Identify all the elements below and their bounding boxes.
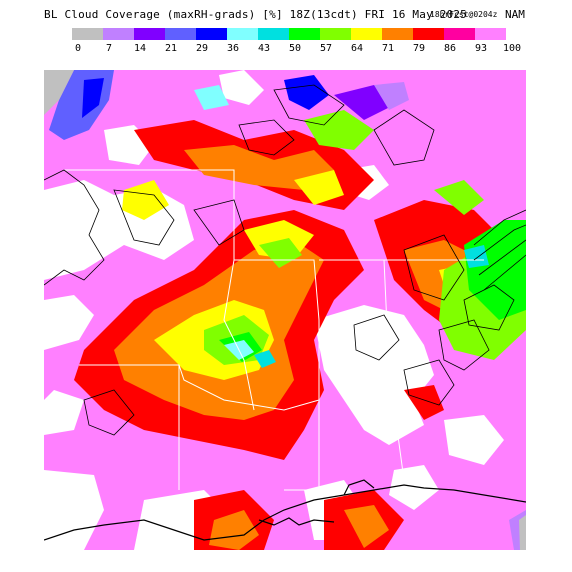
color-legend-bar bbox=[72, 28, 506, 40]
legend-swatch bbox=[382, 28, 413, 40]
legend-swatch bbox=[72, 28, 103, 40]
legend-swatch bbox=[413, 28, 444, 40]
clear-sky-regions bbox=[44, 70, 504, 550]
state-boundaries bbox=[64, 169, 484, 491]
title-row: BL Cloud Coverage (maxRH-grads) [%] 18Z(… bbox=[0, 6, 572, 22]
legend-tick-label: 86 bbox=[443, 43, 457, 54]
legend-tick-label: 7 bbox=[105, 43, 113, 54]
legend-swatch bbox=[103, 28, 134, 40]
legend-tick-label: 21 bbox=[164, 43, 178, 54]
legend-tick-label: 36 bbox=[226, 43, 240, 54]
legend-tick-label: 93 bbox=[474, 43, 488, 54]
cyan-coverage-regions bbox=[194, 85, 489, 368]
legend-tick-label: 79 bbox=[412, 43, 426, 54]
gulf-coastline bbox=[44, 479, 526, 541]
chart-title: BL Cloud Coverage (maxRH-grads) [%] 18Z(… bbox=[44, 8, 467, 21]
legend-swatch bbox=[289, 28, 320, 40]
no-data-regions bbox=[44, 70, 526, 550]
legend-swatch bbox=[165, 28, 196, 40]
legend-tick-label: 57 bbox=[319, 43, 333, 54]
legend-swatch bbox=[258, 28, 289, 40]
legend-tick-label: 100 bbox=[502, 43, 522, 54]
legend-swatch bbox=[475, 28, 506, 40]
legend-tick-label: 71 bbox=[381, 43, 395, 54]
legend-swatch bbox=[351, 28, 382, 40]
legend-swatch bbox=[227, 28, 258, 40]
legend-tick-label: 43 bbox=[257, 43, 271, 54]
color-legend-ticks: 0 7 14 21 29 36 43 50 57 64 71 79 86 93 100 bbox=[0, 43, 572, 57]
cloud-coverage-map bbox=[44, 70, 526, 550]
model-name: NAM bbox=[505, 8, 525, 21]
legend-tick-label: 50 bbox=[288, 43, 302, 54]
legend-swatch bbox=[196, 28, 227, 40]
legend-tick-label: 14 bbox=[133, 43, 147, 54]
legend-swatch bbox=[444, 28, 475, 40]
legend-swatch bbox=[320, 28, 351, 40]
legend-tick-label: 0 bbox=[74, 43, 82, 54]
legend-tick-label: 29 bbox=[195, 43, 209, 54]
terrain-contours bbox=[44, 84, 526, 436]
forecast-tag: 18hrFcst@0204z bbox=[430, 10, 498, 19]
legend-tick-label: 64 bbox=[350, 43, 364, 54]
legend-swatch bbox=[134, 28, 165, 40]
